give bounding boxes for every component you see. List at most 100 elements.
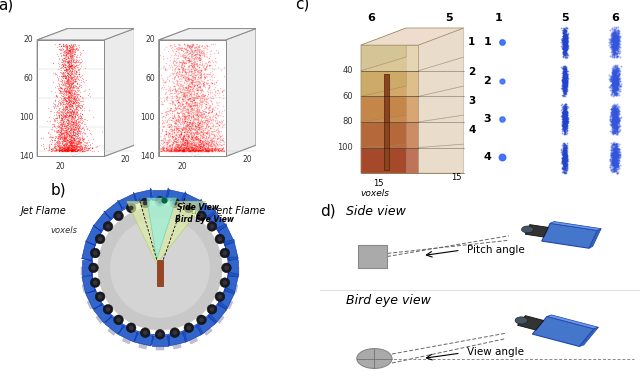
Point [559,112,570,118]
Point [63,61,74,67]
Point [612,37,622,43]
Text: 1: 1 [495,13,503,23]
Point [610,40,620,46]
Point [611,35,621,41]
Point [559,156,570,162]
Point [72,80,82,86]
Point [559,30,569,36]
Point [561,153,571,159]
Point [177,46,187,53]
Point [200,114,210,120]
Point [196,46,206,53]
Point [612,40,623,46]
Point [70,144,81,150]
Point [561,71,571,77]
Point [74,136,84,142]
Point [172,126,182,132]
Point [560,115,570,121]
Point [608,155,618,161]
Point [560,114,570,121]
Point [561,89,571,96]
Point [611,113,621,119]
Point [179,93,189,99]
Point [558,109,568,115]
Point [65,95,75,101]
Point [609,42,620,48]
Point [54,133,64,139]
Point [47,121,58,127]
Point [188,147,198,154]
Point [606,150,616,156]
Point [53,85,63,91]
Point [559,118,569,124]
Point [184,46,195,52]
Point [558,114,568,121]
Point [61,87,71,93]
Point [561,72,571,78]
Point [54,114,64,121]
Point [613,149,623,155]
Point [559,80,570,86]
Point [58,73,68,79]
Point [191,54,202,60]
Point [173,117,184,123]
Point [559,131,570,137]
Polygon shape [361,115,406,147]
Point [172,139,182,145]
Point [185,43,195,50]
Point [613,160,623,166]
Point [608,70,618,76]
Point [170,73,180,79]
Point [193,63,204,70]
Point [66,127,76,133]
Point [611,35,621,41]
Polygon shape [156,344,164,350]
Point [208,113,218,119]
Point [185,147,195,153]
Point [47,124,57,130]
Point [560,34,570,40]
Point [560,80,570,86]
Point [559,121,570,127]
Point [562,54,572,60]
Point [53,128,63,134]
Point [64,86,74,93]
Point [609,24,619,30]
Point [166,127,177,133]
Point [559,74,570,80]
Point [204,62,214,68]
Point [560,76,570,82]
Point [65,137,76,144]
Point [194,141,204,147]
Polygon shape [361,86,406,122]
Point [172,119,182,126]
Point [611,39,621,45]
Point [559,78,570,84]
Point [188,147,198,154]
Point [607,158,617,164]
Point [561,121,572,127]
Point [61,147,71,154]
Point [559,165,570,171]
Point [611,115,621,121]
Point [607,88,618,94]
Point [168,124,179,131]
Point [61,127,71,133]
Point [559,68,570,74]
Point [609,27,619,33]
Point [561,118,571,124]
Point [180,137,190,143]
Point [68,90,79,96]
Point [561,120,572,126]
Point [560,116,570,122]
Point [199,119,209,125]
Polygon shape [225,272,228,291]
Point [195,56,205,63]
Point [62,88,72,94]
Point [205,146,215,152]
Point [49,144,59,151]
Point [606,147,616,153]
Point [66,122,76,128]
Point [214,109,224,115]
Point [71,143,81,149]
